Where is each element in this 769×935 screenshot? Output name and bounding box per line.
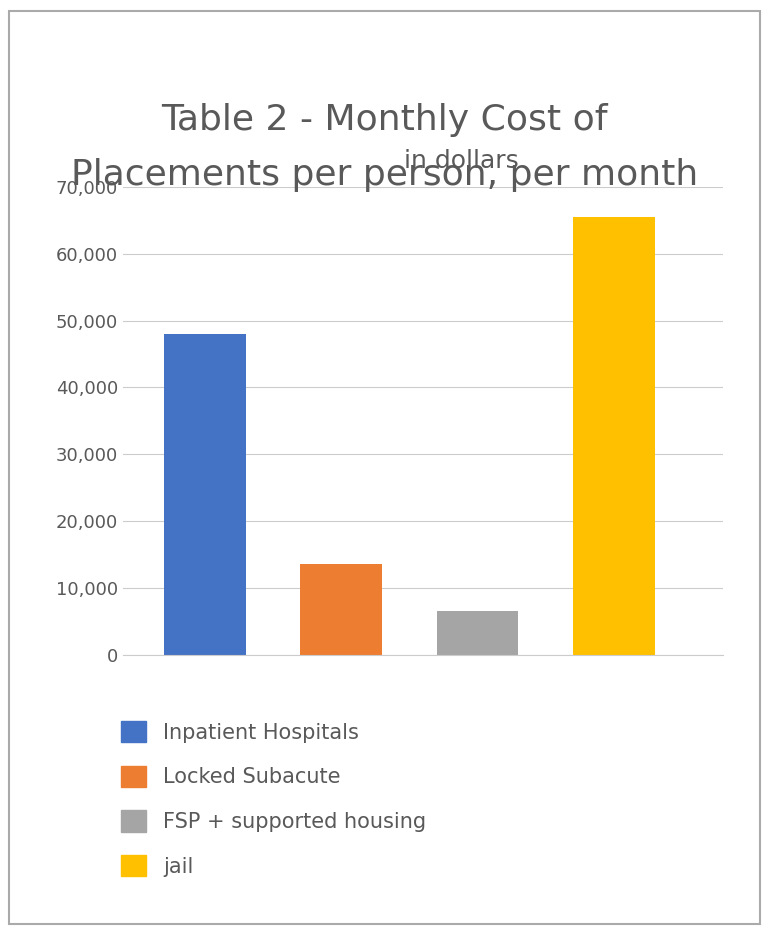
Legend: Inpatient Hospitals, Locked Subacute, FSP + supported housing, jail: Inpatient Hospitals, Locked Subacute, FS… [122,721,426,877]
Bar [437,611,518,654]
Bar [300,565,382,654]
Text: Table 2 - Monthly Cost of
Placements per person, per month: Table 2 - Monthly Cost of Placements per… [71,103,698,193]
Bar [164,334,246,654]
Text: in dollars: in dollars [404,149,519,173]
Bar [573,217,654,654]
